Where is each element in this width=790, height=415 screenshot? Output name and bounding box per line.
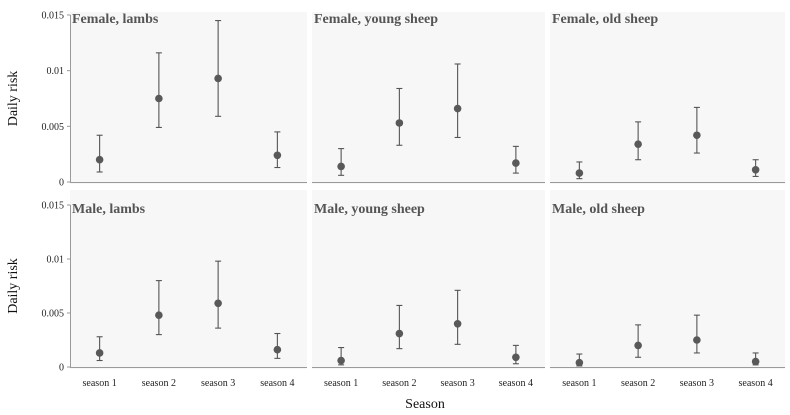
panel-background xyxy=(70,12,307,184)
axes xyxy=(67,14,785,368)
x-tick-label: season 2 xyxy=(621,378,655,389)
y-tick-label: 0.015 xyxy=(42,11,65,22)
data-point xyxy=(273,345,282,354)
data-point xyxy=(337,162,345,171)
data-point xyxy=(512,353,520,362)
x-tick-label: season 2 xyxy=(142,378,176,389)
data-point xyxy=(634,341,642,350)
data-point xyxy=(214,299,222,308)
panel-background xyxy=(312,190,545,369)
y-tick-label: 0.005 xyxy=(42,122,65,133)
x-tick-label: season 4 xyxy=(260,378,294,389)
panel-title: Male, old sheep xyxy=(552,202,645,217)
data-point xyxy=(575,169,584,177)
data-point xyxy=(155,94,163,103)
data-point xyxy=(693,336,701,344)
y-tick-label: 0.015 xyxy=(42,201,65,212)
data-point xyxy=(453,320,462,328)
x-tick-label: season 4 xyxy=(499,378,533,389)
data-point xyxy=(155,311,163,319)
panel-background xyxy=(550,12,785,184)
x-tick-label: season 3 xyxy=(680,378,714,389)
panel-title: Female, lambs xyxy=(72,12,159,27)
data-point xyxy=(214,74,222,83)
data-point xyxy=(512,159,520,167)
y-tick-label: 0.005 xyxy=(42,309,65,320)
y-tick-label: 0.01 xyxy=(47,66,65,77)
data-point xyxy=(634,140,642,148)
y-tick-label: 0 xyxy=(59,178,64,189)
panel-background xyxy=(550,190,785,369)
data-point xyxy=(273,151,282,160)
panel-title: Female, old sheep xyxy=(552,12,658,27)
y-tick-label: 0 xyxy=(59,363,64,374)
panel-title: Female, young sheep xyxy=(314,12,438,27)
data-point xyxy=(95,155,104,164)
y-axis-title: Daily risk xyxy=(6,71,21,127)
data-point xyxy=(751,165,760,174)
x-tick-label: season 1 xyxy=(324,378,358,389)
y-tick-label: 0.01 xyxy=(47,255,65,266)
data-marks xyxy=(95,20,760,367)
panel-backgrounds xyxy=(70,12,785,369)
panel-background xyxy=(312,12,545,184)
data-point xyxy=(395,119,404,127)
data-point xyxy=(95,349,104,357)
x-tick-label: season 1 xyxy=(83,378,117,389)
x-tick-label: season 3 xyxy=(201,378,235,389)
data-point xyxy=(337,356,345,365)
data-point xyxy=(453,104,462,113)
panel-title: Male, lambs xyxy=(72,202,146,217)
data-point xyxy=(693,131,701,140)
data-point xyxy=(395,329,404,338)
x-tick-label: season 2 xyxy=(382,378,416,389)
x-axis-title: Season xyxy=(405,397,445,412)
chart-labels: 0 0.005 0.01 0.015 Daily risk Female, lambs Fe… xyxy=(6,11,773,413)
x-tick-label: season 1 xyxy=(562,378,596,389)
panel-background xyxy=(70,190,307,369)
data-point xyxy=(751,357,760,366)
data-point xyxy=(575,358,584,367)
y-axis-title: Daily risk xyxy=(6,258,21,314)
x-tick-label: season 4 xyxy=(739,378,773,389)
panel-title: Male, young sheep xyxy=(314,202,425,217)
x-tick-label: season 3 xyxy=(441,378,475,389)
